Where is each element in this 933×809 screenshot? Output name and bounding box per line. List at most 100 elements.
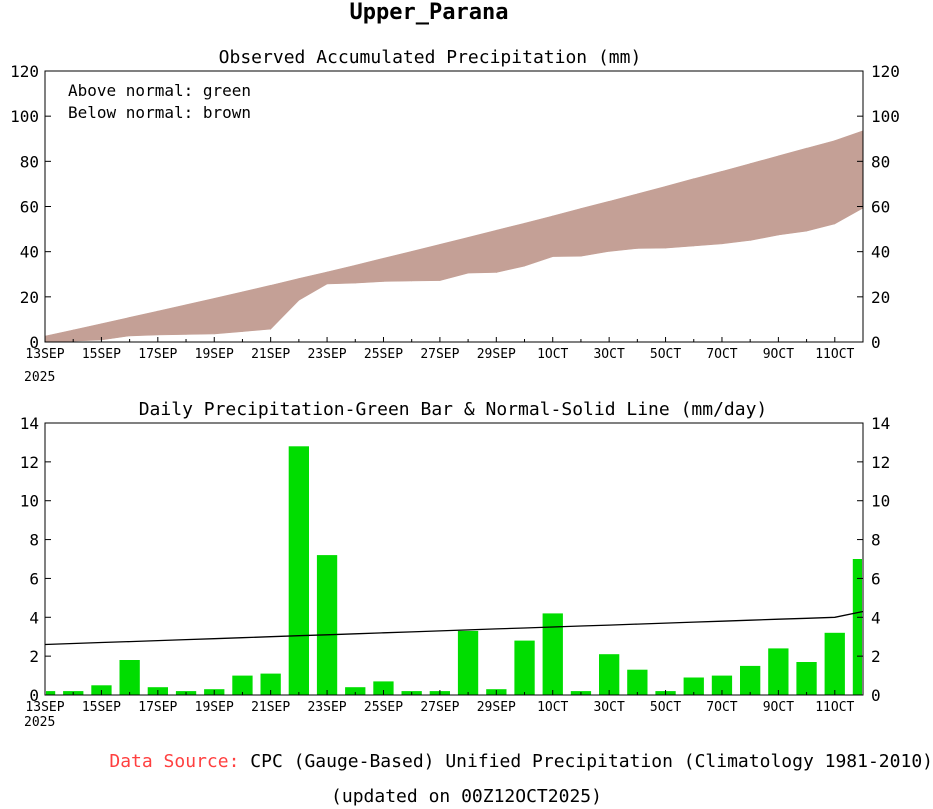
accum-segment	[185, 298, 215, 335]
accum-segment	[44, 329, 74, 342]
accum-xtick-label: 13SEP	[25, 347, 64, 362]
daily-xtick-label: 11OCT	[815, 700, 854, 715]
daily-ytick-label-right: 6	[871, 569, 881, 588]
updated-note: (updated on 00Z12OCT2025)	[331, 786, 602, 807]
accum-segment	[270, 278, 300, 330]
daily-xtick-label: 19SEP	[195, 700, 234, 715]
daily-ytick-label-right: 2	[871, 647, 881, 666]
data-source-line: Data Source: CPC (Gauge-Based) Unified P…	[0, 751, 933, 772]
accum-ytick-label-left: 40	[20, 243, 39, 262]
daily-bar	[599, 654, 620, 695]
page-title: Upper_Parana	[349, 0, 509, 25]
daily-ytick-label-right: 14	[871, 414, 890, 433]
accum-segment	[383, 251, 413, 282]
daily-ytick-label-left: 12	[20, 453, 39, 472]
daily-bar	[542, 613, 563, 695]
accum-chart: 0 0 20 20 40 40 60 60 80 80 100 100 120 120 13SEP 15SEP…	[10, 62, 900, 362]
daily-chart-title: Daily Precipitation-Green Bar & Normal-S…	[139, 399, 768, 420]
accum-segment	[636, 186, 666, 249]
accum-xtick-label: 3OCT	[593, 347, 624, 362]
daily-xtick-label: 7OCT	[706, 700, 737, 715]
accum-segment	[693, 170, 723, 247]
accum-ytick-label-left: 120	[10, 62, 39, 81]
daily-bar	[852, 559, 862, 695]
accum-xtick-label: 27SEP	[420, 347, 459, 362]
daily-bar	[288, 446, 309, 695]
daily-bar	[740, 665, 761, 695]
daily-ytick-label-right: 10	[871, 492, 890, 511]
accum-ytick-label-left: 20	[20, 288, 39, 307]
accum-xtick-label: 23SEP	[307, 347, 346, 362]
accum-xtick-label: 29SEP	[477, 347, 516, 362]
daily-ytick-label-left: 14	[20, 414, 39, 433]
accum-ytick-label-left: 0	[29, 333, 39, 352]
daily-bar	[232, 675, 253, 695]
legend-below-normal: Below normal: brown	[68, 103, 251, 122]
accum-xtick-label: 15SEP	[82, 347, 121, 362]
daily-bar	[796, 662, 817, 695]
accum-segment	[834, 130, 864, 225]
accum-segment	[806, 140, 836, 232]
accum-ytick-label-right: 120	[871, 62, 900, 81]
daily-xtick-label: 17SEP	[138, 700, 177, 715]
accum-ytick-label-right: 0	[871, 333, 881, 352]
daily-xtick-label: 25SEP	[364, 700, 403, 715]
accum-segment	[665, 178, 695, 249]
daily-ytick-label-left: 10	[20, 492, 39, 511]
accum-segment	[157, 304, 187, 336]
legend-above-normal: Above normal: green	[68, 81, 251, 100]
bottom-x-year-label: 2025	[24, 715, 55, 730]
accum-segment	[101, 317, 130, 341]
accum-xtick-label: 9OCT	[763, 347, 794, 362]
daily-xtick-label: 27SEP	[420, 700, 459, 715]
daily-xtick-label: 13SEP	[25, 700, 64, 715]
accum-ytick-label-left: 60	[20, 198, 39, 217]
accum-segment	[552, 208, 582, 257]
daily-ytick-label-left: 2	[29, 647, 39, 666]
daily-bar	[119, 660, 140, 695]
accum-xtick-label: 7OCT	[706, 347, 737, 362]
daily-xtick-label: 21SEP	[251, 700, 290, 715]
accum-chart-title: Observed Accumulated Precipitation (mm)	[219, 47, 642, 68]
accum-segment	[439, 237, 469, 281]
accum-xtick-label: 17SEP	[138, 347, 177, 362]
accum-ytick-label-right: 40	[871, 243, 890, 262]
accum-segment	[354, 257, 384, 284]
accum-xtick-label: 25SEP	[364, 347, 403, 362]
data-source-label: Data Source:	[109, 751, 240, 772]
accum-xtick-label: 21SEP	[251, 347, 290, 362]
accum-xtick-label: 11OCT	[815, 347, 854, 362]
daily-bar	[514, 640, 535, 695]
accum-segment	[213, 291, 243, 335]
daily-bar	[316, 555, 338, 695]
accum-ytick-label-right: 100	[871, 107, 900, 126]
daily-ytick-label-left: 6	[29, 569, 39, 588]
accum-segment	[72, 323, 102, 342]
daily-xtick-label: 3OCT	[593, 700, 624, 715]
daily-bar	[345, 687, 366, 695]
accum-segment	[495, 222, 525, 273]
accum-segment	[778, 147, 807, 236]
accum-ytick-label-left: 100	[10, 107, 39, 126]
accum-xtick-label: 1OCT	[537, 347, 568, 362]
daily-bar	[457, 630, 479, 695]
accum-segment	[467, 229, 497, 274]
daily-ytick-label-right: 8	[871, 531, 881, 550]
accum-segment	[721, 163, 751, 245]
accum-segment	[298, 271, 328, 301]
accum-xtick-label: 5OCT	[650, 347, 681, 362]
daily-ytick-label-right: 12	[871, 453, 890, 472]
daily-chart: 0 0 2 2 4 4 6 6 8 8 10 10 12 12 14 14 13SEP 15SEP 17SEP 19S…	[20, 414, 891, 715]
daily-ytick-label-left: 4	[29, 608, 39, 627]
accum-ytick-label-right: 20	[871, 288, 890, 307]
daily-xtick-label: 29SEP	[477, 700, 516, 715]
daily-bar	[768, 648, 789, 695]
daily-bar	[683, 677, 704, 695]
normal-line	[44, 610, 864, 646]
daily-xtick-label: 5OCT	[650, 700, 681, 715]
accum-segment	[129, 310, 159, 337]
accum-xtick-label: 19SEP	[195, 347, 234, 362]
daily-frame	[44, 422, 864, 696]
accum-segment	[411, 244, 441, 282]
